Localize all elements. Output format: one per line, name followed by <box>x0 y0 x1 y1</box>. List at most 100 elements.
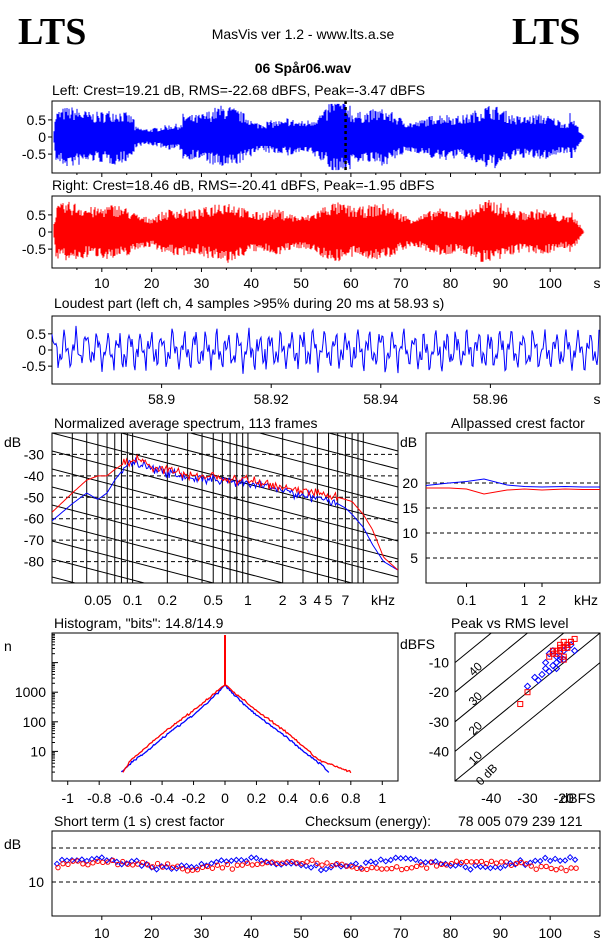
short_term_crest-point-left <box>472 862 479 869</box>
short_term_crest-point-left <box>307 864 315 871</box>
left_waveform-title: Left: Crest=19.21 dB, RMS=-22.68 dBFS, P… <box>52 82 425 98</box>
short_term_crest-point-left <box>322 865 330 873</box>
right_waveform-xtick: 40 <box>243 275 259 291</box>
peak_vs_rms-ytick: -30 <box>429 714 449 730</box>
short_term_crest-point-left <box>287 860 295 867</box>
histogram-xtick: 0 <box>221 790 229 806</box>
short_term_crest-point-left <box>337 863 345 870</box>
right_waveform-ytick: 0 <box>38 224 46 240</box>
short_term_crest-point-left <box>551 855 559 863</box>
short_term_crest-xunit: s <box>594 925 601 941</box>
peak_vs_rms-diag-label: 30 <box>466 689 486 709</box>
short_term_crest-point-right <box>284 859 290 865</box>
allpass_crest-ytick: 5 <box>410 550 418 566</box>
peak_vs_rms-xtick: -40 <box>481 790 501 806</box>
short_term_crest-point-left <box>153 866 160 873</box>
spectrum-xtick: 3 <box>299 592 307 608</box>
short_term_crest-point-left <box>571 856 579 863</box>
short_term_crest-point-left <box>238 856 245 864</box>
short_term_crest-point-left <box>502 862 509 869</box>
peak_vs_rms-point <box>570 647 579 655</box>
short_term_crest-point-right <box>374 865 380 871</box>
short_term_crest-point-left <box>487 864 494 872</box>
short_term_crest-point-right <box>384 866 390 872</box>
short_term_crest-point-left <box>53 860 61 868</box>
short_term_crest-point-left <box>541 854 549 862</box>
spectrum-slope <box>52 540 216 583</box>
allpass_crest-ytick: 20 <box>402 475 418 491</box>
peak_vs_rms-diag <box>455 633 600 753</box>
short_term_crest-point-left <box>377 856 385 863</box>
spectrum-xtick: 1 <box>244 592 252 608</box>
short_term_crest-point-left <box>233 856 240 864</box>
short_term_crest-point-right <box>209 865 216 871</box>
short_term_crest-point-left <box>372 859 380 867</box>
short_term_crest-point-right <box>573 865 579 871</box>
histogram-xtick: 1 <box>378 790 386 806</box>
short_term_crest-point-right <box>90 860 96 866</box>
short_term_crest-point-left <box>532 857 539 864</box>
histogram-xtick: -0.6 <box>119 790 143 806</box>
short_term_crest-point-right <box>558 865 564 871</box>
spectrum-ytick: -30 <box>24 446 44 462</box>
histogram-xtick: -0.4 <box>150 790 174 806</box>
short_term_crest-point-left <box>188 863 195 871</box>
short_term_crest-point-right <box>538 863 544 870</box>
short_term_crest-point-right <box>75 858 81 864</box>
short_term_crest-point-right <box>189 867 196 873</box>
short_term_crest-point-left <box>88 855 96 863</box>
short_term_crest-point-left <box>327 864 335 871</box>
short_term_crest-point-right <box>483 860 490 867</box>
loudest_part-xtick: 58.9 <box>148 391 175 407</box>
short_term_crest-point-left <box>397 855 404 862</box>
histogram-xtick: -1 <box>62 790 75 806</box>
spectrum-xtick: 0.2 <box>158 592 178 608</box>
loudest_part-title: Loudest part (left ch, 4 samples >95% du… <box>54 295 444 311</box>
short_term_crest-point-left <box>556 857 564 864</box>
short_term_crest-ytick: 10 <box>28 874 44 890</box>
short_term_crest-point-left <box>497 864 504 872</box>
peak_vs_rms-point <box>568 638 574 645</box>
short_term_crest-xtick: 70 <box>393 925 409 941</box>
short_term_crest-point-left <box>253 854 260 862</box>
short_term_crest-point-right <box>125 861 131 867</box>
short_term_crest-point-right <box>433 863 440 869</box>
short_term_crest-point-right <box>249 862 255 868</box>
allpass_crest-xtick: 0.1 <box>457 592 477 608</box>
spectrum-slope <box>52 558 147 583</box>
short_term_crest-point-left <box>467 866 474 873</box>
short_term_crest-point-left <box>98 854 106 861</box>
loudest_part-signal <box>51 325 600 374</box>
short_term_crest-point-left <box>457 860 464 868</box>
short_term_crest-point-left <box>93 855 101 862</box>
peak_vs_rms-point <box>546 653 553 660</box>
histogram-xtick: -0.8 <box>87 790 111 806</box>
short_term_crest-point-right <box>244 860 250 866</box>
short_term_crest-point-left <box>447 862 454 869</box>
short_term_crest-checksum-label: Checksum (energy): <box>305 813 431 829</box>
short_term_crest-point-right <box>85 862 91 868</box>
short_term_crest-title: Short term (1 s) crest factor <box>54 813 225 829</box>
allpass_crest-ytick: 15 <box>402 500 418 516</box>
short_term_crest-point-right <box>239 862 246 868</box>
spectrum-xunit: kHz <box>371 592 395 608</box>
short_term_crest-point-right <box>254 861 260 868</box>
peak_vs_rms-point <box>557 641 564 648</box>
spectrum-xtick: 2 <box>279 592 287 608</box>
short_term_crest-point-left <box>277 861 285 868</box>
spectrum-ytick: -40 <box>24 468 44 484</box>
peak_vs_rms-title: Peak vs RMS level <box>451 615 568 631</box>
short_term_crest-point-right <box>110 857 116 864</box>
short_term_crest-point-right <box>369 864 375 871</box>
allpass_crest-ytick: 10 <box>402 525 418 541</box>
short_term_crest-point-left <box>422 859 429 866</box>
short_term_crest-point-right <box>533 866 539 872</box>
left_waveform-ytick: -0.5 <box>22 146 46 162</box>
short_term_crest-point-right <box>488 858 495 864</box>
peak_vs_rms-point <box>545 667 553 676</box>
spectrum-xtick: 0.05 <box>84 592 111 608</box>
short_term_crest-point-right <box>229 866 236 872</box>
peak_vs_rms-point <box>552 664 561 673</box>
short_term_crest-point-left <box>133 857 140 864</box>
short_term_crest-point-left <box>507 859 514 867</box>
